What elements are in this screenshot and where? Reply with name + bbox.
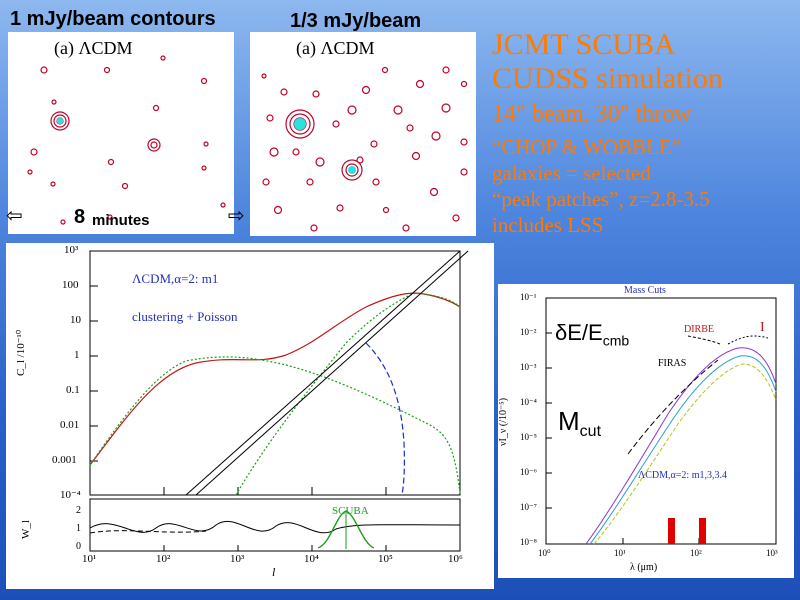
sed-title: Mass Cuts <box>624 285 666 296</box>
power-xtick: 10⁵ <box>378 553 393 565</box>
sed-ytick: 10⁻⁴ <box>520 397 537 407</box>
minutes-number: 8 <box>74 206 86 228</box>
sed-ytick: 10⁻⁸ <box>520 537 537 547</box>
sed-ylabel: νI_ν (/10⁻⁵) <box>498 397 509 446</box>
power-ytick: 1 <box>74 349 80 361</box>
sed-plot <box>545 297 777 545</box>
sed-xtick: 10¹ <box>614 548 626 558</box>
power-ylabel-bottom: W_l <box>20 520 32 539</box>
sed-ytick: 10⁻² <box>520 327 537 337</box>
delta-e-label: δE/Ecmb <box>555 320 629 348</box>
power-ytick: 0.01 <box>60 419 80 431</box>
beam-text: 14" beam, 30" throw <box>492 101 692 127</box>
power-wtick: 1 <box>76 523 81 534</box>
galaxies-text: galaxies = selected <box>492 161 651 185</box>
delta-e-sub: cmb <box>602 332 630 349</box>
power-legend-model: ΛCDM,α=2: m1 <box>132 271 219 286</box>
mcut-text: M <box>558 406 580 436</box>
right-arrow-icon: ⇨ <box>228 203 245 227</box>
power-ytick: 10³ <box>64 244 79 256</box>
sed-ytick: 10⁻⁷ <box>520 502 537 512</box>
sed-xtick: 10² <box>690 548 702 558</box>
power-ytick: 10⁻⁴ <box>60 489 81 501</box>
power-wtick: 2 <box>76 505 81 516</box>
power-spectrum-panel: ΛCDM,α=2: m1 clustering + Poisson SCUBA … <box>6 243 494 589</box>
sed-ytick: 10⁻³ <box>520 362 537 372</box>
contour-left-model-label: (a) ΛCDM <box>54 38 133 58</box>
contour-right-model-label: (a) ΛCDM <box>296 38 375 58</box>
power-xtick: 10⁶ <box>448 553 463 565</box>
power-ytick: 100 <box>62 279 79 291</box>
delta-e-text: δE/E <box>555 320 603 345</box>
title-line-1: JCMT SCUBA <box>492 28 676 61</box>
power-spectrum-plot <box>89 250 469 552</box>
power-ytick: 0.001 <box>52 454 77 466</box>
power-ylabel-top: C_l /10⁻¹⁰ <box>15 329 27 376</box>
power-xtick: 10⁴ <box>304 553 319 565</box>
contour-left-plot <box>27 55 226 225</box>
sed-xtick: 10³ <box>766 548 778 558</box>
lss-text: includes LSS <box>492 213 604 237</box>
sed-xlabel: λ (μm) <box>630 562 658 573</box>
power-xtick: 10¹ <box>82 553 97 565</box>
sed-legend: ΛCDM,α=2: m1,3,3.4 <box>638 470 727 481</box>
firas-label: FIRAS <box>658 358 687 369</box>
power-xtick: 10³ <box>230 553 245 565</box>
contour-right-plot <box>261 66 468 232</box>
power-ytick: 0.1 <box>66 384 80 396</box>
chop-text: “CHOP & WOBBLE” <box>492 135 681 159</box>
dirbe-errorbar-icon: I <box>760 320 765 335</box>
power-wtick: 0 <box>76 541 81 552</box>
power-xlabel: l <box>272 565 276 579</box>
sed-ytick: 10⁻⁶ <box>520 467 537 477</box>
left-arrow-icon: ⇦ <box>6 203 23 227</box>
sed-xtick: 10⁰ <box>538 548 551 558</box>
power-legend-clustering: clustering + Poisson <box>132 309 238 324</box>
contour-right-heading: 1/3 mJy/beam <box>290 10 422 32</box>
title-line-2: CUDSS simulation <box>492 62 723 95</box>
power-ytick: 10 <box>70 314 81 326</box>
sed-ytick: 10⁻¹ <box>520 292 537 302</box>
contour-left-heading: 1 mJy/beam contours <box>10 8 216 30</box>
dirbe-label: DIRBE <box>684 324 714 335</box>
mcut-label: Mcut <box>558 406 601 441</box>
peak-patches-text: “peak patches”, z=2.8-3.5 <box>492 187 710 211</box>
mcut-sub: cut <box>579 423 602 441</box>
power-scuba-label: SCUBA <box>332 505 369 517</box>
minutes-label: minutes <box>92 212 150 229</box>
power-xtick: 10² <box>156 553 171 565</box>
contour-map-left: (a) ΛCDM 8 minutes <box>8 32 234 234</box>
sed-ytick: 10⁻⁵ <box>520 432 537 442</box>
contour-map-right: (a) ΛCDM <box>250 32 476 236</box>
sed-panel: Mass Cuts δE/Ecmb Mcut DIRBE I FIRAS ΛCD… <box>498 284 794 578</box>
